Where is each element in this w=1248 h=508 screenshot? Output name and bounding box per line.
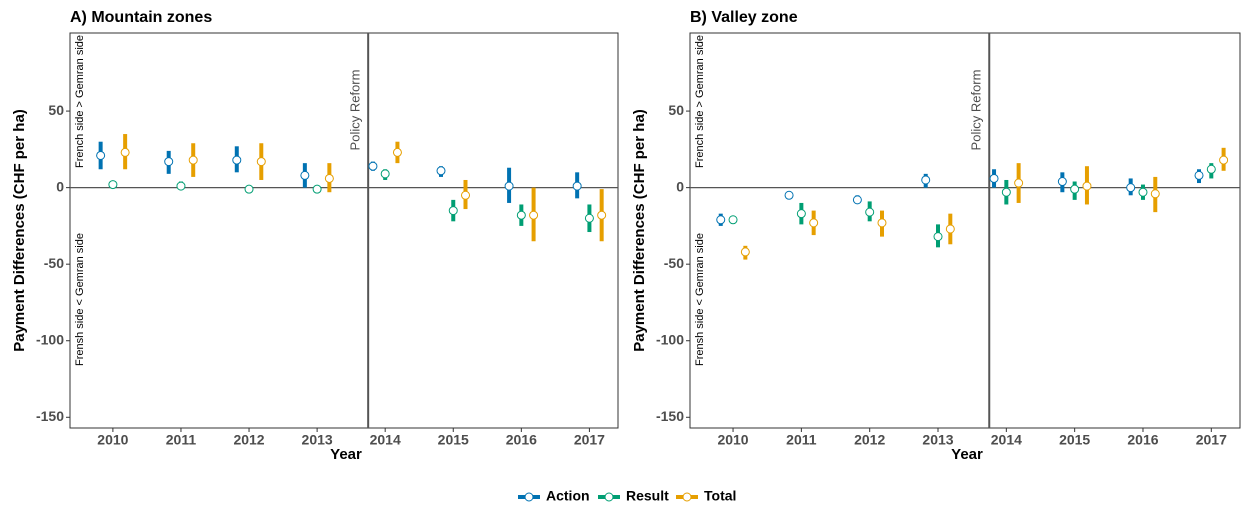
annotation: French side > Gemran side [74, 35, 86, 168]
point [244, 184, 254, 194]
point [716, 215, 726, 225]
point [256, 157, 266, 167]
point [584, 213, 594, 223]
annotation: Frensh side < Gemran side [74, 233, 86, 366]
point [1150, 189, 1160, 199]
panel-border [69, 32, 619, 429]
point [740, 247, 750, 257]
point [1219, 155, 1229, 165]
point [1057, 177, 1067, 187]
point [436, 166, 446, 176]
y-axis-label: Payment Differences (CHF per ha) [631, 109, 648, 352]
point [1138, 187, 1148, 197]
point [188, 155, 198, 165]
legend-point [682, 492, 692, 502]
legend-label: Action [546, 488, 590, 504]
legend-point [524, 492, 534, 502]
point [380, 169, 390, 179]
legend-point [604, 492, 614, 502]
x-tick-label: 2014 [370, 432, 401, 448]
point [120, 147, 130, 157]
point [989, 173, 999, 183]
x-tick-label: 2010 [97, 432, 128, 448]
x-tick-label: 2012 [854, 432, 885, 448]
y-tick-label: 50 [48, 102, 64, 118]
y-tick-label: 0 [56, 178, 64, 194]
y-tick-label: -150 [36, 408, 64, 424]
annotation: Frensh side < Gemran side [694, 233, 706, 366]
point [597, 210, 607, 220]
y-tick-label: -150 [656, 408, 684, 424]
point [728, 215, 738, 225]
x-tick-label: 2015 [438, 432, 469, 448]
y-tick-label: -100 [36, 331, 64, 347]
x-tick-label: 2017 [1196, 432, 1227, 448]
point [504, 181, 514, 191]
x-tick-label: 2011 [166, 432, 197, 448]
point [529, 210, 539, 220]
point [448, 206, 458, 216]
x-tick-label: 2016 [1127, 432, 1158, 448]
point [324, 173, 334, 183]
x-tick-label: 2011 [786, 432, 817, 448]
panel-title: A) Mountain zones [70, 9, 212, 26]
panel-title: B) Valley zone [690, 9, 798, 26]
point [108, 180, 118, 190]
x-tick-label: 2010 [717, 432, 748, 448]
x-tick-label: 2017 [574, 432, 605, 448]
y-tick-label: -50 [664, 255, 684, 271]
x-axis-label: Year [330, 446, 362, 463]
point [1014, 178, 1024, 188]
y-tick-label: -100 [656, 331, 684, 347]
point [1001, 187, 1011, 197]
annotation: Policy Reform [348, 70, 363, 151]
legend-label: Total [704, 488, 736, 504]
point [516, 210, 526, 220]
point [461, 190, 471, 200]
point [1082, 181, 1092, 191]
point [164, 157, 174, 167]
point [368, 161, 378, 171]
y-tick-label: -50 [44, 255, 64, 271]
point [796, 209, 806, 219]
x-tick-label: 2012 [233, 432, 264, 448]
y-axis-label: Payment Differences (CHF per ha) [11, 109, 28, 352]
x-tick-label: 2015 [1059, 432, 1090, 448]
point [784, 190, 794, 200]
point [809, 218, 819, 228]
point [300, 170, 310, 180]
point [1070, 184, 1080, 194]
point [1206, 164, 1216, 174]
point [921, 175, 931, 185]
x-tick-label: 2013 [922, 432, 953, 448]
x-axis-label: Year [951, 446, 983, 463]
point [312, 184, 322, 194]
y-tick-label: 0 [676, 178, 684, 194]
x-tick-label: 2016 [506, 432, 537, 448]
point [176, 181, 186, 191]
point [865, 207, 875, 217]
point [877, 218, 887, 228]
point [933, 232, 943, 242]
y-tick-label: 50 [668, 102, 684, 118]
point [572, 181, 582, 191]
x-tick-label: 2013 [302, 432, 333, 448]
point [1126, 183, 1136, 193]
annotation: Policy Reform [969, 70, 984, 151]
point [852, 195, 862, 205]
point [232, 155, 242, 165]
annotation: French side > Gemran side [694, 35, 706, 168]
point [96, 150, 106, 160]
point [945, 224, 955, 234]
x-tick-label: 2014 [991, 432, 1022, 448]
panel-border [689, 32, 1241, 429]
point [392, 147, 402, 157]
legend-label: Result [626, 488, 669, 504]
point [1194, 170, 1204, 180]
